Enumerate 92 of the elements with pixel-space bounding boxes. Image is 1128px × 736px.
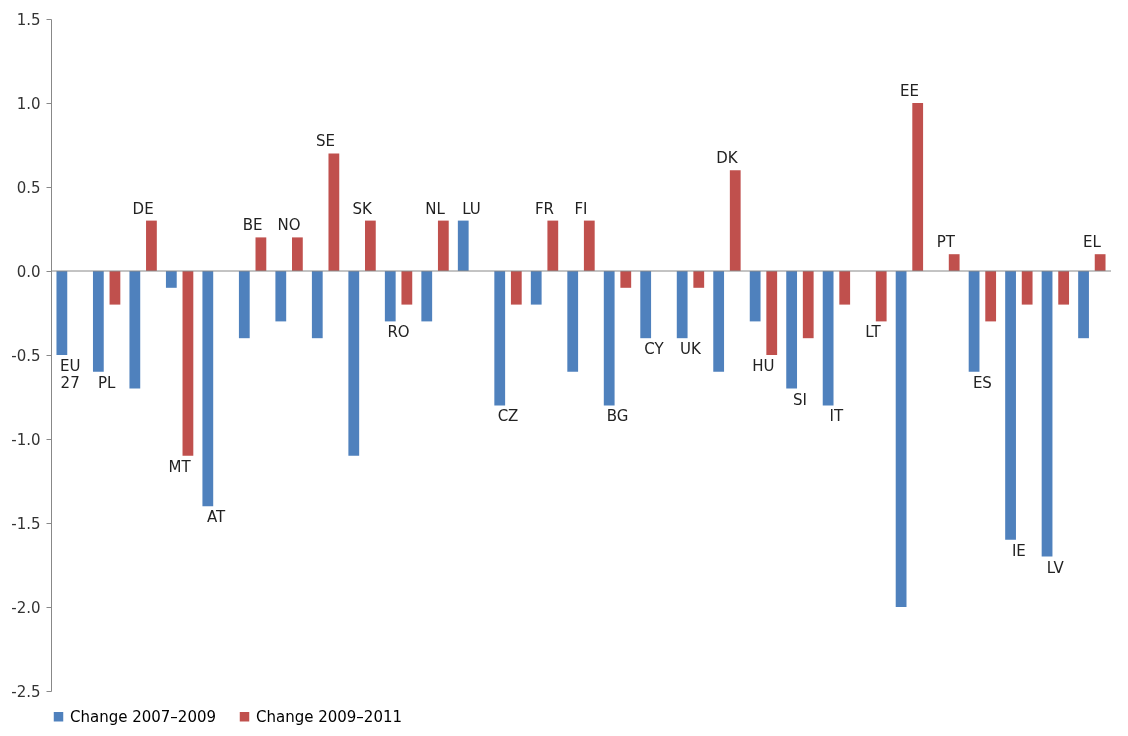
bar	[238, 271, 250, 339]
bar	[530, 271, 542, 305]
bar	[384, 271, 396, 322]
bar	[583, 220, 595, 271]
bar	[348, 271, 360, 456]
x-tick-label: BG	[606, 407, 629, 426]
x-tick-label: CZ	[497, 407, 519, 426]
bar	[311, 271, 323, 339]
x-tick-label: AT	[206, 508, 227, 527]
x-tick-label: LV	[1046, 558, 1065, 577]
x-tick-label: IT	[829, 407, 845, 426]
bar	[895, 271, 907, 607]
y-tick-label: -2.0	[11, 598, 41, 617]
bar	[693, 271, 705, 288]
bar	[839, 271, 851, 305]
x-tick-label: FI	[574, 199, 588, 218]
bar	[766, 271, 778, 355]
bar	[786, 271, 798, 389]
bar	[1094, 254, 1106, 271]
x-tick-label: PL	[97, 373, 116, 392]
x-tick-label: HU	[752, 357, 775, 375]
x-tick-label: ES	[972, 373, 992, 392]
y-tick-label: -0.5	[11, 346, 41, 365]
bar	[291, 237, 303, 271]
bar	[165, 271, 177, 288]
bar	[275, 271, 287, 322]
x-tick-label: DE	[132, 199, 154, 218]
bar	[948, 254, 960, 271]
x-tick-label: SK	[352, 199, 373, 218]
x-tick-label: SI	[792, 390, 807, 409]
bar	[364, 220, 376, 271]
x-tick-label: FR	[534, 199, 555, 218]
bar	[182, 271, 194, 456]
bar	[109, 271, 121, 305]
bar	[822, 271, 834, 406]
bar	[676, 271, 688, 339]
x-tick-label: MT	[168, 457, 192, 476]
bar	[547, 220, 559, 271]
bar	[912, 103, 924, 271]
x-tick-label: DK	[716, 149, 739, 168]
bar	[92, 271, 104, 372]
bar	[437, 220, 449, 271]
x-tick-label: NO	[277, 216, 301, 235]
bar	[1021, 271, 1033, 305]
x-tick-label: RO	[387, 323, 410, 342]
bar	[146, 220, 157, 271]
bar	[985, 271, 997, 322]
y-tick-label: 0.0	[16, 262, 41, 281]
bar	[729, 170, 741, 271]
y-tick-label: 1.5	[16, 10, 41, 29]
bar	[421, 271, 433, 322]
bar	[1078, 271, 1089, 339]
bar	[1058, 271, 1070, 305]
bar	[640, 271, 652, 339]
x-tick-label: LT	[865, 323, 882, 342]
bar	[749, 271, 761, 322]
bar	[255, 237, 267, 271]
x-tick-label: PT	[936, 233, 956, 252]
x-tick-label: SE	[316, 132, 336, 151]
x-tick-label: CY	[644, 340, 665, 359]
x-tick-label: EU 27	[59, 357, 81, 392]
y-tick-label: -1.5	[11, 514, 41, 533]
bar	[620, 271, 632, 288]
x-tick-label: NL	[425, 199, 446, 218]
bar	[713, 271, 725, 372]
bar	[1005, 271, 1016, 540]
bar	[401, 271, 413, 305]
bar	[510, 271, 522, 305]
x-tick-label: UK	[680, 340, 703, 359]
legend-label: Change 2009–2011	[256, 707, 403, 726]
y-tick-label: 1.0	[16, 94, 41, 113]
y-tick-label: -2.5	[11, 682, 41, 701]
bar	[328, 153, 340, 271]
bar	[129, 271, 141, 389]
y-tick-label: 0.5	[16, 178, 41, 197]
bar	[56, 271, 68, 355]
x-tick-label: EE	[899, 82, 919, 100]
legend-label: Change 2007–2009	[70, 707, 217, 726]
bar	[968, 271, 980, 372]
bar	[603, 271, 615, 406]
x-tick-label: LU	[462, 199, 481, 218]
x-tick-label: IE	[1011, 541, 1026, 560]
bar	[875, 271, 887, 322]
y-tick-label: -1.0	[11, 430, 41, 449]
x-tick-label: EL	[1082, 233, 1102, 252]
bar	[802, 271, 814, 339]
x-tick-label: BE	[242, 216, 263, 235]
bar	[494, 271, 506, 406]
bar	[1041, 271, 1053, 557]
bar	[202, 271, 214, 507]
bar	[567, 271, 579, 372]
bar	[457, 220, 469, 271]
